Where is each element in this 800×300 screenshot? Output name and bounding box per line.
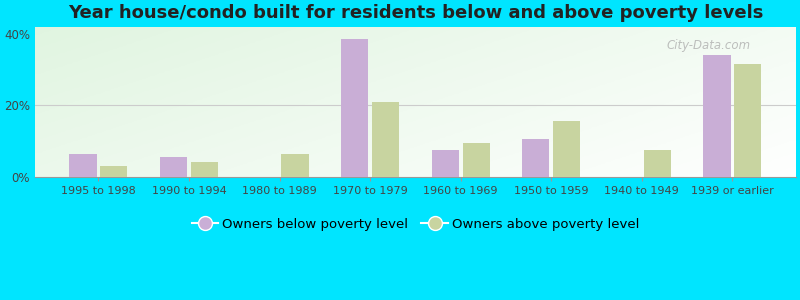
Bar bbox=[734, 64, 762, 177]
Title: Year house/condo built for residents below and above poverty levels: Year house/condo built for residents bel… bbox=[68, 4, 763, 22]
Bar bbox=[160, 157, 187, 177]
Bar bbox=[644, 150, 671, 177]
Bar bbox=[70, 154, 97, 177]
Bar bbox=[341, 39, 368, 177]
Bar bbox=[522, 139, 550, 177]
Bar bbox=[553, 121, 580, 177]
Bar bbox=[282, 154, 309, 177]
Bar bbox=[703, 55, 730, 177]
Bar bbox=[432, 150, 459, 177]
Bar bbox=[100, 166, 127, 177]
Legend: Owners below poverty level, Owners above poverty level: Owners below poverty level, Owners above… bbox=[186, 213, 644, 236]
Bar bbox=[372, 102, 399, 177]
Bar bbox=[191, 163, 218, 177]
Bar bbox=[462, 143, 490, 177]
Text: City-Data.com: City-Data.com bbox=[666, 38, 750, 52]
